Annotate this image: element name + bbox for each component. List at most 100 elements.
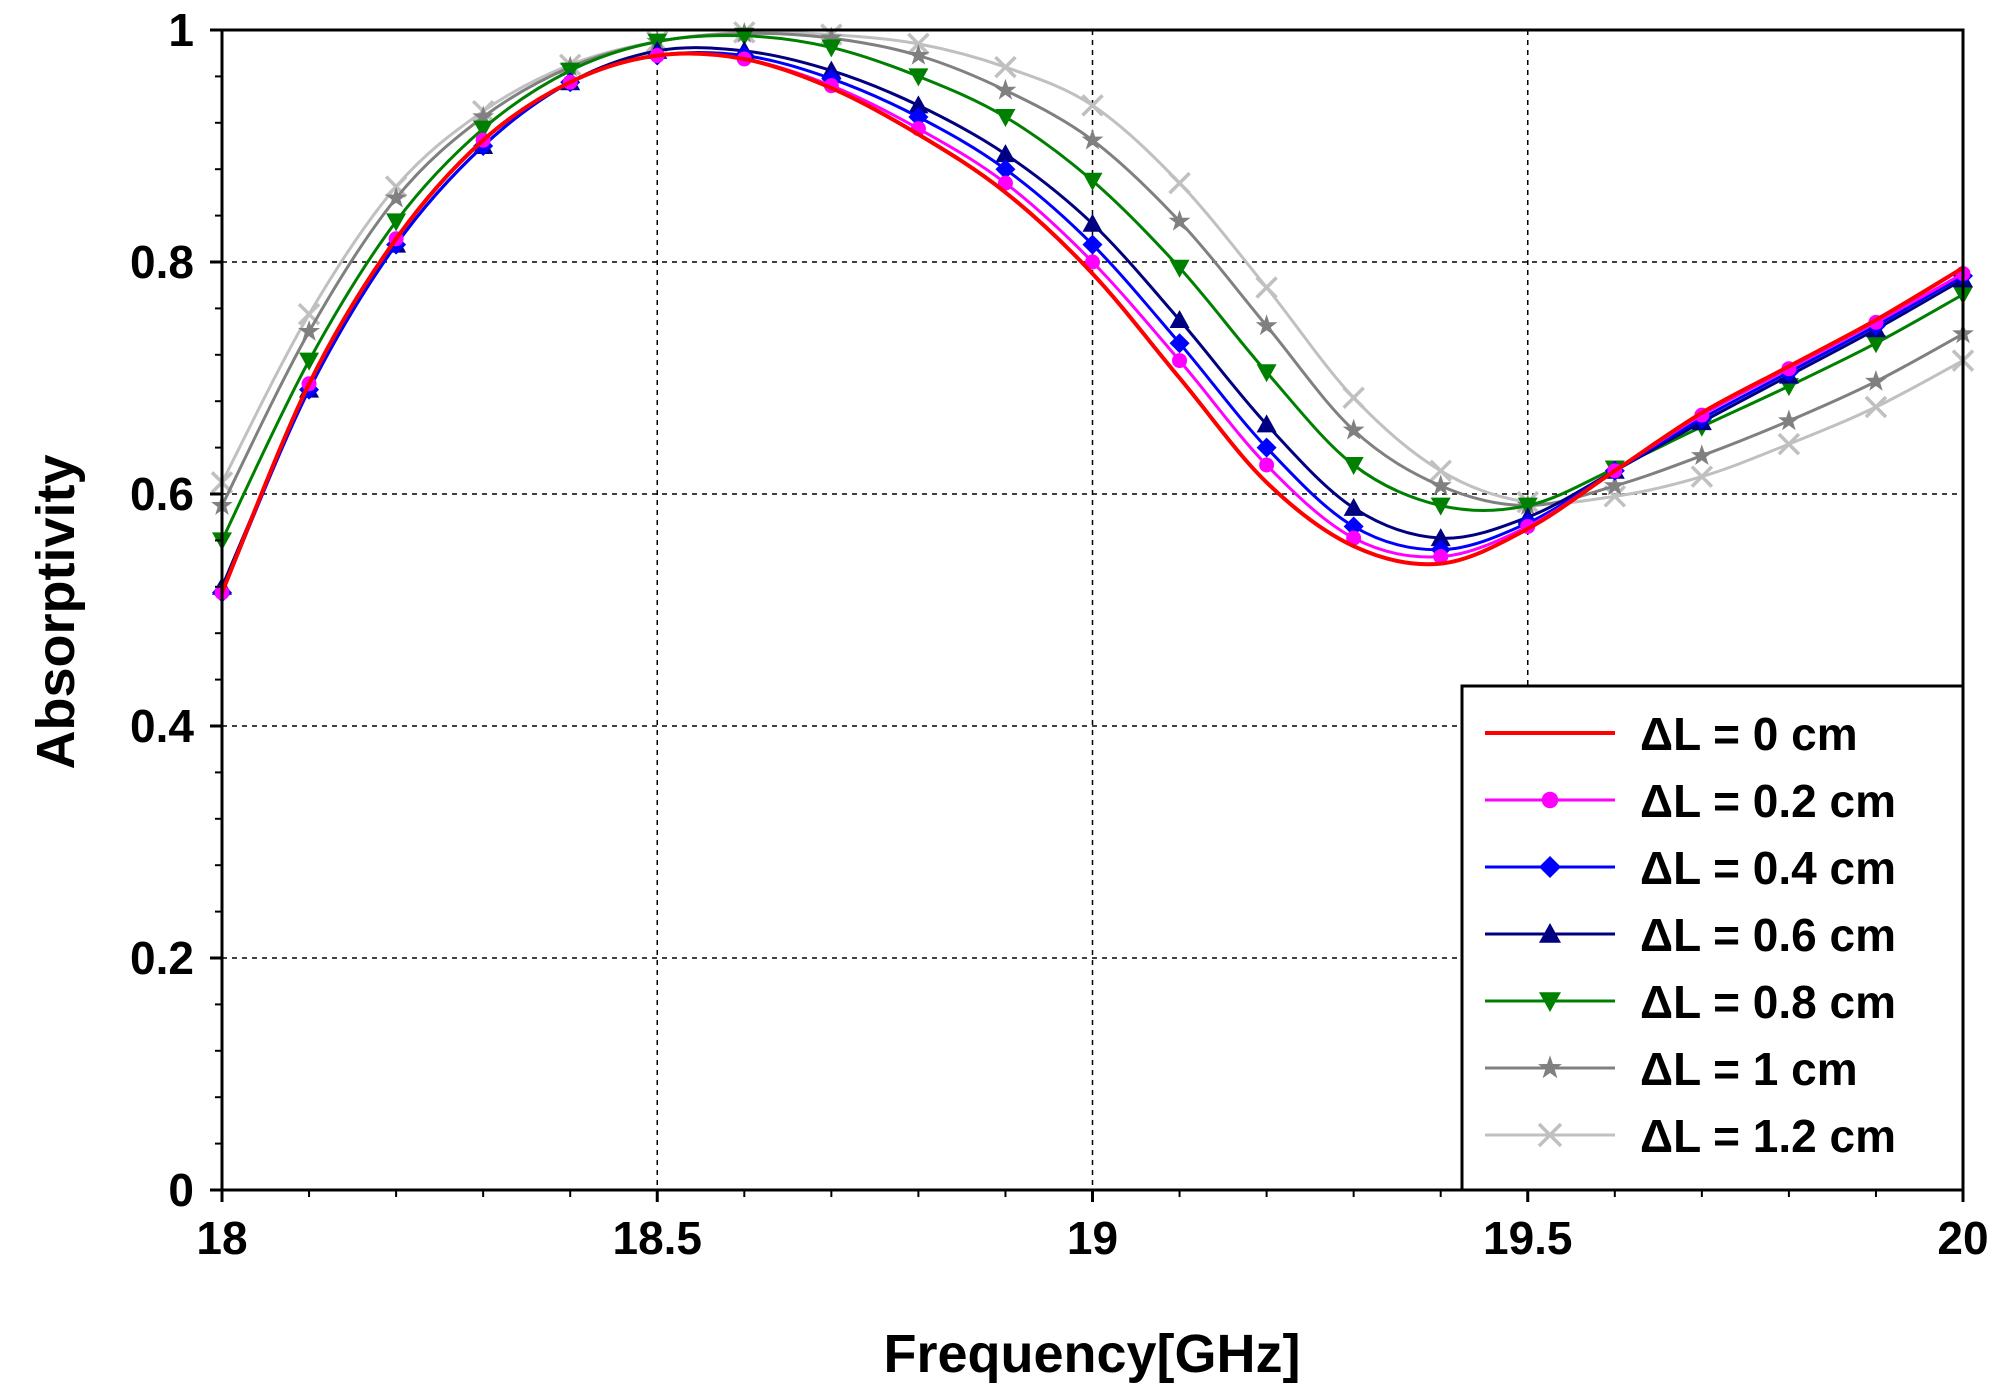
data-marker: [1172, 353, 1188, 369]
data-marker: [1864, 395, 1888, 419]
legend-label: ΔL = 0.6 cm: [1640, 909, 1896, 961]
data-marker: [1603, 485, 1627, 508]
data-marker: [1168, 209, 1191, 231]
x-marker-stroke: [1429, 459, 1452, 483]
x-tick-label: 19: [1067, 1212, 1118, 1264]
data-marker: [995, 109, 1016, 127]
y-tick-label: 1: [168, 4, 194, 56]
data-marker: [560, 62, 581, 81]
x-axis-title: Frequency[GHz]: [883, 1324, 1300, 1384]
data-marker: [1082, 213, 1103, 232]
data-marker: [1169, 333, 1190, 354]
data-marker: [995, 144, 1016, 163]
legend-marker: [1539, 856, 1561, 878]
tick-marks: [210, 28, 1965, 1202]
data-marker: [1429, 459, 1452, 483]
data-marker: [1433, 549, 1449, 565]
data-marker: [1346, 530, 1362, 546]
x-marker-stroke: [1603, 485, 1627, 508]
data-marker: [1169, 310, 1190, 328]
y-tick-label: 0.6: [130, 468, 194, 520]
data-marker: [1256, 364, 1277, 383]
x-marker-stroke: [297, 302, 321, 326]
x-marker-stroke: [1537, 1122, 1563, 1148]
legend: ΔL = 0 cm ΔL = 0.2 cm ΔL = 0.4 cm ΔL = 0.6 …: [1460, 684, 1965, 1192]
y-tick-label: 0.2: [130, 932, 194, 984]
x-tick-labels: 18 18.5 19 19.5 20: [196, 1212, 1988, 1264]
x-marker-stroke: [1168, 171, 1191, 195]
y-tick-labels: 0 0.2 0.4 0.6 0.8 1: [130, 4, 194, 1216]
data-marker: [1690, 444, 1713, 465]
data-marker: [1255, 314, 1278, 336]
data-marker: [1343, 457, 1364, 475]
x-tick-label: 18.5: [612, 1212, 702, 1264]
data-marker: [1259, 457, 1275, 473]
data-marker: [821, 39, 842, 58]
y-tick-label: 0: [168, 1164, 194, 1216]
x-marker-stroke: [1342, 386, 1365, 409]
y-axis-title: Absorptivity: [26, 454, 86, 769]
data-marker: [1777, 432, 1801, 456]
legend-label: ΔL = 1.2 cm: [1640, 1110, 1896, 1162]
legend-label: ΔL = 0.8 cm: [1640, 976, 1896, 1028]
data-marker: [1256, 414, 1277, 433]
data-marker: [1169, 259, 1190, 278]
data-marker: [1517, 497, 1538, 516]
legend-item: ΔL = 0.2 cm: [1485, 775, 1896, 827]
data-marker: [1342, 386, 1365, 409]
data-marker: [1082, 172, 1103, 191]
data-marker: [1085, 254, 1100, 270]
x-marker-stroke: [907, 32, 930, 56]
data-marker: [1690, 465, 1714, 488]
data-marker: [995, 159, 1016, 180]
data-marker: [1343, 516, 1364, 537]
data-marker: [1256, 437, 1277, 458]
data-marker: [997, 175, 1013, 191]
x-marker-stroke: [994, 55, 1017, 79]
data-marker: [994, 78, 1017, 100]
data-marker: [908, 68, 929, 87]
data-marker: [1603, 474, 1626, 496]
legend-marker: [1538, 1055, 1562, 1079]
legend-label: ΔL = 0 cm: [1640, 708, 1858, 760]
data-marker: [384, 175, 408, 198]
x-marker-stroke: [1690, 465, 1714, 488]
legend-item: ΔL = 0.6 cm: [1485, 909, 1896, 961]
series-0: [220, 51, 1965, 594]
data-marker: [908, 107, 929, 127]
data-marker: [907, 44, 930, 65]
legend-item: ΔL = 0.8 cm: [1485, 976, 1896, 1028]
series-line: [220, 51, 1965, 594]
x-marker-stroke: [1081, 94, 1104, 117]
data-marker: [298, 320, 320, 341]
data-marker: [1430, 497, 1451, 516]
data-marker: [1430, 528, 1451, 547]
data-marker: [1081, 128, 1104, 150]
x-marker-stroke: [384, 175, 408, 198]
x-tick-label: 19.5: [1483, 1212, 1573, 1264]
x-marker-stroke: [1255, 276, 1278, 299]
data-marker: [473, 120, 494, 139]
data-marker: [1081, 94, 1104, 117]
series-group: [210, 21, 1975, 603]
legend-marker: [1539, 923, 1561, 943]
data-marker: [1168, 171, 1191, 195]
data-marker: [385, 186, 407, 208]
data-marker: [908, 95, 929, 114]
legend-label: ΔL = 0.2 cm: [1640, 775, 1896, 827]
data-marker: [1082, 234, 1103, 255]
data-marker: [299, 352, 320, 371]
data-marker: [1343, 497, 1364, 516]
data-marker: [820, 26, 843, 48]
legend-item: ΔL = 1.2 cm: [1485, 1110, 1896, 1162]
legend-marker: [1539, 992, 1561, 1012]
data-marker: [907, 32, 930, 56]
data-marker: [1429, 474, 1452, 496]
x-tick-label: 18: [196, 1212, 247, 1264]
x-tick-label: 20: [1937, 1212, 1988, 1264]
data-marker: [472, 105, 495, 127]
x-marker-stroke: [1777, 432, 1801, 456]
y-tick-label: 0.4: [130, 700, 194, 752]
data-marker: [734, 27, 755, 46]
